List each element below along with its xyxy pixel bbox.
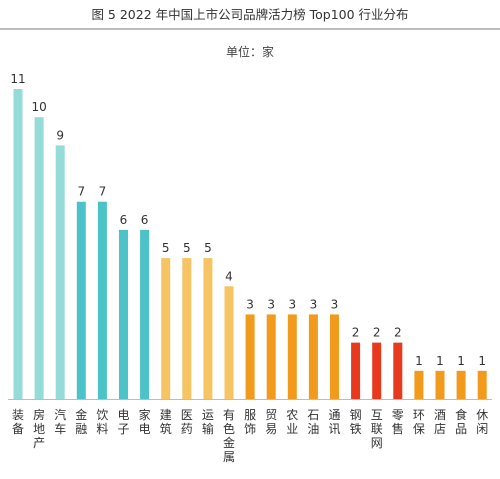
value-label-0: 11	[10, 72, 25, 86]
value-label-2: 9	[56, 128, 64, 142]
bar-10	[224, 286, 234, 399]
bar-22	[477, 370, 487, 399]
value-label-12: 3	[267, 297, 275, 311]
bar-20	[435, 370, 445, 399]
value-label-8: 5	[183, 241, 191, 255]
category-label-10: 有色金属	[223, 408, 235, 464]
bar-3	[76, 201, 86, 399]
category-label-22: 休闲	[476, 408, 488, 436]
value-label-19: 1	[415, 354, 423, 368]
category-label-6: 家电	[139, 407, 151, 436]
bar-18	[393, 342, 403, 399]
bar-1	[34, 117, 44, 399]
value-label-3: 7	[77, 185, 85, 199]
bar-14	[308, 314, 318, 399]
category-label-15: 通讯	[328, 408, 340, 436]
value-label-16: 2	[352, 326, 360, 340]
value-label-14: 3	[310, 297, 318, 311]
category-label-17: 互联网	[371, 408, 383, 450]
category-label-12: 贸易	[265, 408, 277, 436]
category-label-0: 装备	[12, 408, 24, 436]
bar-11	[245, 314, 255, 399]
category-label-20: 酒店	[434, 408, 446, 436]
category-label-4: 饮料	[96, 408, 108, 436]
chart-title: 图 5 2022 年中国上市公司品牌活力榜 Top100 行业分布	[0, 0, 500, 30]
value-label-15: 3	[331, 297, 339, 311]
value-label-21: 1	[457, 354, 465, 368]
category-label-21: 食品	[455, 407, 467, 436]
value-label-22: 1	[478, 354, 486, 368]
bar-8	[182, 258, 192, 399]
value-label-6: 6	[141, 213, 149, 227]
category-label-7: 建筑	[160, 408, 172, 436]
value-label-9: 5	[204, 241, 212, 255]
value-label-18: 2	[394, 326, 402, 340]
bar-0	[13, 89, 23, 399]
bar-5	[119, 229, 128, 399]
bar-16	[351, 342, 361, 399]
bar-12	[266, 314, 276, 399]
bar-4	[97, 201, 107, 399]
value-label-4: 7	[99, 185, 107, 199]
value-label-20: 1	[436, 354, 444, 368]
bar-2	[55, 145, 65, 399]
bar-19	[414, 370, 424, 399]
value-label-10: 4	[225, 269, 233, 283]
category-label-9: 运输	[202, 408, 214, 436]
category-label-1: 房地产	[33, 407, 45, 450]
category-label-13: 农业	[286, 408, 298, 436]
value-label-13: 3	[288, 297, 296, 311]
category-label-18: 零售	[392, 408, 404, 436]
category-label-3: 金融	[75, 407, 87, 436]
category-label-8: 医药	[181, 408, 193, 436]
category-label-11: 服饰	[244, 408, 256, 436]
bar-15	[330, 314, 339, 399]
category-label-2: 汽车	[54, 407, 66, 436]
value-label-7: 5	[162, 241, 170, 255]
category-label-14: 石油	[307, 408, 319, 436]
category-label-16: 钢铁	[350, 408, 362, 436]
bar-17	[372, 342, 382, 399]
bar-9	[203, 258, 213, 399]
bar-7	[161, 258, 171, 399]
value-label-17: 2	[373, 326, 381, 340]
bar-6	[140, 229, 150, 399]
bar-21	[456, 370, 466, 399]
value-label-5: 6	[120, 213, 128, 227]
category-label-19: 环保	[413, 408, 425, 436]
unit-label: 单位：家	[225, 45, 274, 59]
category-label-5: 电子	[117, 408, 129, 436]
value-label-1: 10	[31, 100, 46, 114]
value-label-11: 3	[246, 297, 254, 311]
bar-13	[287, 314, 297, 399]
